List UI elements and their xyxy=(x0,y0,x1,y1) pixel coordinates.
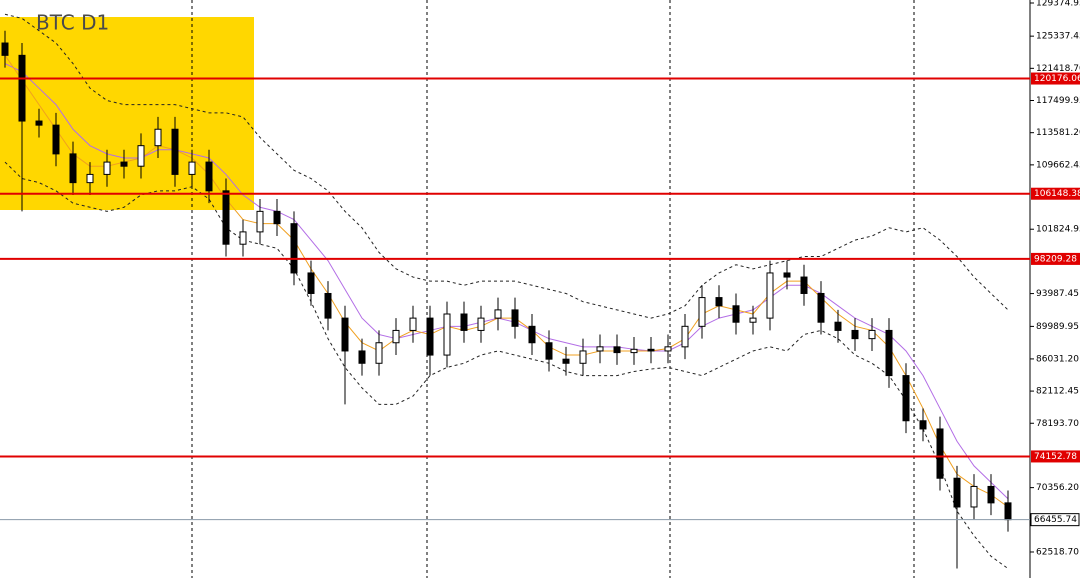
candle-body xyxy=(239,231,247,245)
level-label: 98209.28 xyxy=(1034,254,1077,264)
level-tag xyxy=(1031,252,1080,265)
candle-body xyxy=(987,485,995,504)
candle-body xyxy=(511,309,519,327)
candle-body xyxy=(324,292,332,319)
y-tick-label: 121418.70 xyxy=(1036,64,1080,74)
candle-body xyxy=(171,128,179,175)
band-line xyxy=(4,13,1009,319)
y-tick-label: 125337.45 xyxy=(1036,32,1080,42)
candle-body xyxy=(103,161,111,175)
candle-body xyxy=(868,329,876,340)
candle-body xyxy=(664,346,672,352)
candle-body xyxy=(392,329,400,344)
time-separators xyxy=(191,0,915,578)
candle-body xyxy=(256,210,264,233)
candle-body xyxy=(970,485,978,508)
y-tick-label: 117499.95 xyxy=(1036,96,1080,106)
candle-body xyxy=(205,161,213,192)
candle-body xyxy=(1004,502,1012,521)
candle-body xyxy=(936,428,944,479)
level-label: 106148.38 xyxy=(1034,189,1080,199)
candle-body xyxy=(426,317,434,356)
candle-body xyxy=(800,276,808,294)
candle-body xyxy=(834,321,842,331)
candle-body xyxy=(273,210,281,225)
band-line xyxy=(4,161,1009,569)
candle-body xyxy=(443,313,451,356)
candle-body xyxy=(494,309,502,319)
candle-body xyxy=(953,477,961,508)
candle-body xyxy=(222,190,230,245)
current-price-label: 66455.74 xyxy=(1034,515,1077,525)
y-tick-label: 86031.20 xyxy=(1036,354,1079,364)
candle-body xyxy=(698,297,706,327)
candle-body xyxy=(120,161,128,167)
candle-body xyxy=(613,346,621,354)
candle-body xyxy=(460,313,468,331)
current-price-tag xyxy=(1030,513,1080,527)
y-tick-label: 62518.70 xyxy=(1036,547,1079,557)
candle-body xyxy=(52,124,60,155)
y-tick-label: 113581.20 xyxy=(1036,128,1080,138)
highlight-zone xyxy=(0,17,254,210)
candle-body xyxy=(188,161,196,175)
candle-body xyxy=(902,375,910,422)
candle-body xyxy=(18,54,26,122)
y-tick-label: 78193.70 xyxy=(1036,419,1079,429)
level-tag xyxy=(1031,187,1080,200)
level-tag xyxy=(1031,450,1080,463)
candle-body xyxy=(341,317,349,352)
candle-body xyxy=(715,297,723,307)
y-tick-label: 82112.45 xyxy=(1036,387,1079,397)
candle-body xyxy=(375,342,383,364)
candle-body xyxy=(732,305,740,323)
candle-body xyxy=(545,342,553,360)
candle-body xyxy=(86,173,94,184)
candle-body xyxy=(290,223,298,274)
candle-body xyxy=(596,346,604,352)
candle-body xyxy=(766,272,774,319)
candle-body xyxy=(647,348,655,352)
y-tick-label: 109662.45 xyxy=(1036,160,1080,170)
candle-body xyxy=(1,42,9,56)
candle-body xyxy=(681,325,689,348)
y-tick-label: 93987.45 xyxy=(1036,289,1079,299)
y-tick-label: 129374.95 xyxy=(1036,0,1080,8)
candle-body xyxy=(851,329,859,340)
y-tick-label: 89989.95 xyxy=(1036,322,1079,332)
candle-body xyxy=(409,317,417,331)
candle-body xyxy=(528,325,536,344)
level-label: 74152.78 xyxy=(1034,452,1077,462)
candle-body xyxy=(630,348,638,354)
candle-body xyxy=(919,420,927,430)
candle-body xyxy=(69,153,77,184)
candle-body xyxy=(358,350,366,364)
candle-body xyxy=(137,145,145,167)
chart-title: BTC D1 xyxy=(36,11,109,35)
candle-body xyxy=(307,272,315,294)
candle-body xyxy=(154,128,162,147)
candle-body xyxy=(783,272,791,278)
y-tick-label: 70356.20 xyxy=(1036,483,1079,493)
candle-body xyxy=(562,358,570,364)
y-tick-label: 101824.95 xyxy=(1036,225,1080,235)
candle-body xyxy=(35,120,43,126)
candle-body xyxy=(477,317,485,331)
candle-body xyxy=(817,292,825,323)
candle-body xyxy=(885,329,893,377)
candle-body xyxy=(579,350,587,364)
level-label: 120176.06 xyxy=(1034,74,1080,84)
level-tag xyxy=(1031,72,1080,85)
candle-body xyxy=(749,317,757,323)
